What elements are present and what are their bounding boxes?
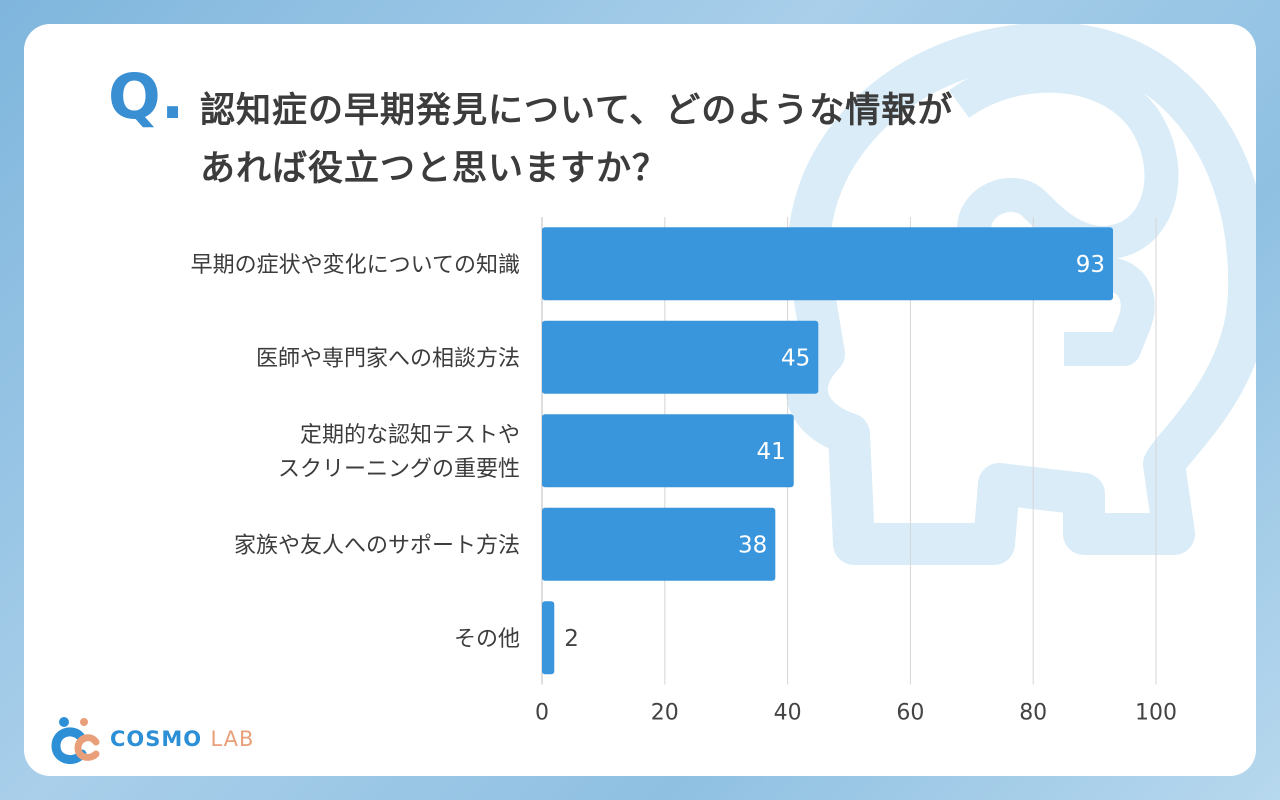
title-line-2: あれば役立つと思いますか？ <box>200 149 669 189</box>
bar-value-label: 93 <box>1076 252 1105 278</box>
bar <box>542 320 819 394</box>
question-mark: Q. <box>108 60 185 133</box>
category-label: スクリーニングの重要性 <box>278 457 520 482</box>
logo-wordmark: COSMO LAB <box>110 727 254 751</box>
category-label: その他 <box>454 627 520 652</box>
logo-suffix: LAB <box>210 727 255 751</box>
category-label: 家族や友人へのサポート方法 <box>234 533 520 558</box>
bar <box>542 507 776 581</box>
card: Q. 認知症の早期発見について、どのような情報が あれば役立つと思いますか？ 0… <box>24 24 1256 776</box>
cosmo-logo-icon <box>51 717 100 765</box>
category-label: 定期的な認知テストや <box>300 423 520 448</box>
x-tick-label: 60 <box>896 701 924 726</box>
bar-value-label: 38 <box>738 532 767 558</box>
logo-name: COSMO <box>110 727 203 751</box>
x-tick-label: 0 <box>535 701 549 726</box>
bar-value-label: 41 <box>756 439 785 465</box>
bar-value-label: 2 <box>564 626 579 652</box>
x-tick-label: 100 <box>1135 701 1177 726</box>
bar <box>542 414 794 488</box>
category-label: 早期の症状や変化についての知識 <box>191 253 520 278</box>
x-tick-label: 20 <box>651 701 679 726</box>
question-title: 認知症の早期発見について、どのような情報が あれば役立つと思いますか？ <box>200 82 1210 198</box>
bar <box>542 227 1114 301</box>
bar <box>542 601 555 675</box>
bar-chart: 0 20 40 60 80 100 93 早期の症状や変化についての知識 45 医師や専門家への相… <box>191 217 1177 726</box>
bar-value-label: 45 <box>781 345 810 371</box>
title-line-1: 認知症の早期発見について、どのような情報が <box>200 91 954 131</box>
category-label: 医師や専門家への相談方法 <box>256 346 520 371</box>
x-tick-label: 40 <box>774 701 802 726</box>
x-tick-label: 80 <box>1019 701 1047 726</box>
